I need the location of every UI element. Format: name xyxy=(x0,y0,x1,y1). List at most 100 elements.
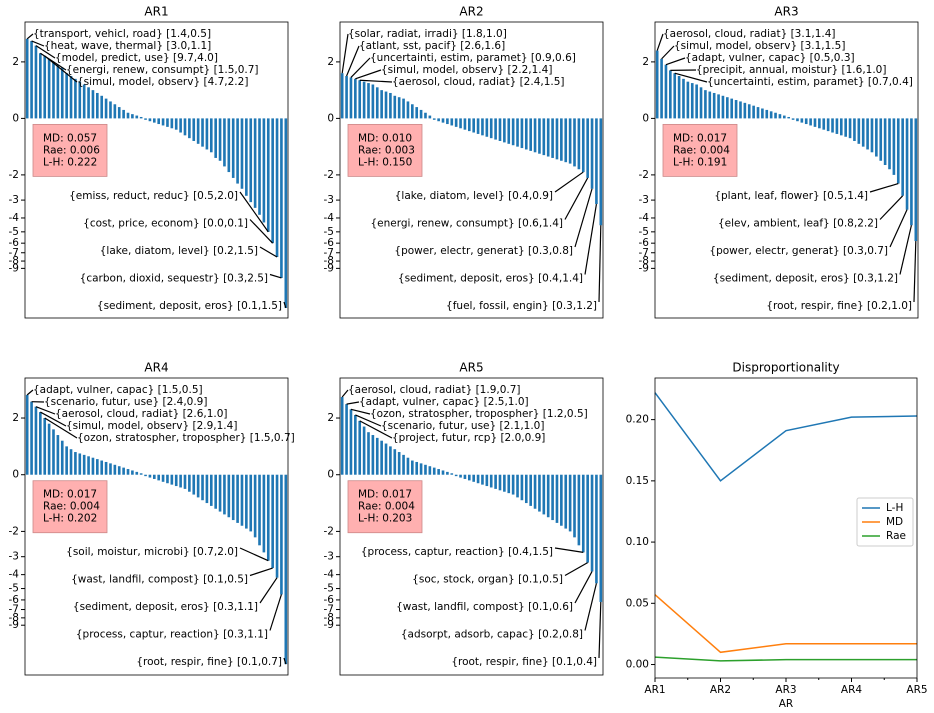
bar xyxy=(393,449,397,475)
bar xyxy=(708,91,712,119)
bar xyxy=(853,118,856,141)
annotation-arrow xyxy=(584,583,598,631)
annotation-arrow xyxy=(350,57,371,78)
stats-text: MD: 0.057 xyxy=(43,132,97,144)
bar xyxy=(476,474,480,484)
bar xyxy=(275,118,279,258)
bar xyxy=(577,118,581,170)
y-tick-label: 0 xyxy=(12,112,19,124)
y-tick-label: -4 xyxy=(324,569,335,581)
axes-frame xyxy=(24,21,289,319)
bar xyxy=(472,118,476,133)
bar xyxy=(481,474,484,485)
annotation: {power, electr, generat} [0.3,0.8] xyxy=(394,245,573,257)
bar xyxy=(533,118,537,153)
bar xyxy=(65,446,68,475)
bar xyxy=(258,118,261,215)
bar xyxy=(96,92,99,119)
bar xyxy=(498,118,502,141)
annotation-arrow xyxy=(283,657,287,665)
bar xyxy=(844,118,847,137)
stats-text: L-H: 0.191 xyxy=(673,156,727,168)
bar xyxy=(459,474,462,478)
y-tick-label: -4 xyxy=(9,212,20,224)
bar xyxy=(280,474,283,595)
stats-text: Rae: 0.004 xyxy=(358,501,415,513)
bar xyxy=(100,95,104,119)
annotation: {ozon, stratospher, tropospher} [1.2,0.5… xyxy=(370,408,588,420)
y-tick-label: -8 xyxy=(9,255,19,267)
axes-frame xyxy=(339,21,604,319)
annotation: {scenario, futur, use} [2.1,1.0] xyxy=(381,420,544,432)
bar xyxy=(231,118,235,178)
y-tick-label: 0 xyxy=(12,469,19,481)
annotation-arrow xyxy=(341,389,349,398)
bar xyxy=(467,118,471,132)
annotation-arrow xyxy=(269,273,282,279)
bar xyxy=(406,101,410,119)
bar xyxy=(227,118,231,173)
bar xyxy=(397,452,401,475)
bar xyxy=(507,474,511,494)
bar xyxy=(524,474,528,504)
y-tick-label: 2 xyxy=(327,412,334,424)
y-tick-label: -4 xyxy=(9,569,20,581)
bar xyxy=(454,474,458,477)
bar xyxy=(765,109,769,119)
annotation: {process, captur, reaction} [0.3,1.1] xyxy=(76,629,268,641)
bar xyxy=(533,474,537,509)
bar xyxy=(393,95,397,119)
bar xyxy=(419,109,423,119)
bar xyxy=(437,469,440,475)
stats-text: Rae: 0.004 xyxy=(43,501,100,513)
bar xyxy=(489,118,493,139)
bar xyxy=(196,118,200,144)
bar xyxy=(446,118,449,125)
bar xyxy=(87,456,90,475)
bar xyxy=(135,471,139,475)
bar xyxy=(34,406,38,475)
annotation: {scenario, futur, use} [2.4,0.9] xyxy=(44,396,207,408)
annotation-arrow xyxy=(44,417,78,439)
bar xyxy=(218,118,222,161)
bar xyxy=(411,104,414,119)
line-series xyxy=(654,656,917,662)
y-tick-label: -7 xyxy=(324,247,334,259)
bar xyxy=(432,467,436,475)
bar xyxy=(135,115,139,119)
bar xyxy=(349,77,353,119)
bar xyxy=(227,474,231,518)
bar xyxy=(888,118,891,170)
annotation: {energi, renew, consumpt} [1.5,0.7] xyxy=(66,64,259,76)
stats-text: Rae: 0.003 xyxy=(358,144,415,156)
legend-label: L-H xyxy=(886,502,903,514)
annotation-arrow xyxy=(355,414,382,427)
y-tick-label: 0 xyxy=(642,112,649,124)
bar xyxy=(581,118,585,173)
bar xyxy=(428,115,432,119)
bar xyxy=(266,118,270,232)
annotation: {carbon, dioxid, sequestr} [0.3,2.5] xyxy=(80,273,268,285)
x-tick-label: AR2 xyxy=(710,684,731,696)
bar xyxy=(157,474,161,481)
annotation-arrow xyxy=(346,45,360,77)
bar xyxy=(695,84,698,119)
annotation: {process, captur, reaction} [0.4,1.5] xyxy=(361,546,553,558)
annotation: {aerosol, cloud, radiat} [3.1,1.4] xyxy=(663,28,836,40)
y-tick-label: -3 xyxy=(9,551,19,563)
bar xyxy=(397,97,401,119)
y-tick-label: -4 xyxy=(639,212,650,224)
annotation-arrow xyxy=(35,45,56,59)
bar xyxy=(839,118,843,136)
annotation-arrow xyxy=(31,40,45,47)
annotation: {sediment, deposit, eros} [0.4,1.4] xyxy=(398,273,583,285)
panel-title: AR2 xyxy=(459,5,483,19)
bar xyxy=(188,118,191,139)
y-tick-label: 0 xyxy=(327,469,334,481)
bar xyxy=(511,474,515,495)
annotation: {cost, price, econom} [0.0,0.1] xyxy=(83,218,248,230)
bar xyxy=(573,118,576,167)
annotation: {sediment, deposit, eros} [0.3,1.2] xyxy=(713,273,898,285)
bar xyxy=(249,474,253,532)
annotation-arrow xyxy=(598,225,602,303)
